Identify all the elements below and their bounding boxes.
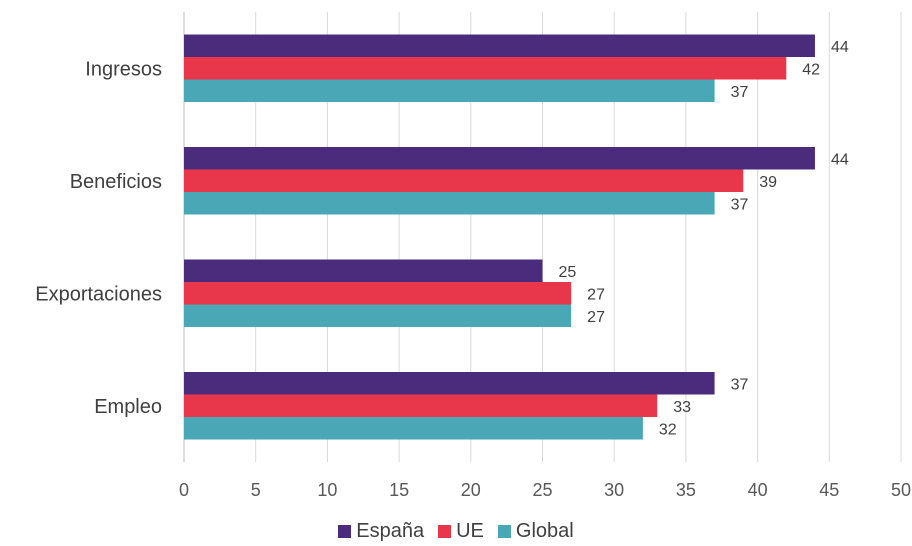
legend-swatch-ue — [438, 525, 452, 538]
data-label-empleo-espana: 37 — [731, 376, 749, 393]
bar-empleo-global — [184, 417, 643, 440]
x-tick-label-50: 50 — [891, 480, 911, 500]
legend-item-espana: España — [338, 520, 424, 543]
x-tick-label-20: 20 — [461, 480, 481, 500]
bar-exportaciones-espana — [184, 259, 543, 282]
legend-label-espana: España — [356, 520, 425, 542]
bar-ingresos-espana — [184, 34, 815, 57]
x-tick-label-25: 25 — [532, 480, 552, 500]
x-tick-label-5: 5 — [251, 480, 261, 500]
bar-empleo-espana — [184, 372, 715, 395]
data-label-empleo-ue: 33 — [673, 399, 691, 416]
legend: España UE Global — [0, 520, 912, 543]
legend-label-global: Global — [515, 520, 574, 542]
data-label-beneficios-espana: 44 — [831, 151, 849, 168]
bar-ingresos-global — [184, 79, 715, 102]
category-label-beneficios: Beneficios — [70, 171, 162, 193]
data-label-empleo-global: 32 — [659, 421, 677, 438]
x-tick-label-10: 10 — [317, 480, 337, 500]
x-tick-label-30: 30 — [604, 480, 624, 500]
data-label-ingresos-espana: 44 — [831, 39, 849, 56]
data-label-beneficios-global: 37 — [731, 196, 749, 213]
bar-beneficios-ue — [184, 169, 744, 192]
bar-beneficios-espana — [184, 147, 815, 170]
x-tick-label-15: 15 — [389, 480, 409, 500]
category-label-exportaciones: Exportaciones — [35, 283, 162, 305]
legend-item-ue: UE — [438, 520, 484, 543]
bar-ingresos-ue — [184, 57, 787, 80]
bar-empleo-ue — [184, 394, 658, 417]
data-label-beneficios-ue: 39 — [759, 174, 777, 191]
bar-beneficios-global — [184, 192, 715, 215]
category-label-empleo: Empleo — [94, 396, 162, 418]
x-tick-label-0: 0 — [179, 480, 189, 500]
x-tick-label-40: 40 — [748, 480, 768, 500]
data-label-exportaciones-espana: 25 — [559, 264, 577, 281]
x-tick-label-45: 45 — [819, 480, 839, 500]
legend-swatch-espana — [338, 525, 352, 538]
category-label-ingresos: Ingresos — [85, 58, 162, 80]
legend-swatch-global — [497, 525, 511, 538]
data-label-exportaciones-ue: 27 — [587, 286, 605, 303]
data-label-ingresos-ue: 42 — [802, 61, 820, 78]
bar-exportaciones-ue — [184, 282, 572, 305]
bar-exportaciones-global — [184, 304, 572, 327]
data-label-ingresos-global: 37 — [731, 84, 749, 101]
data-label-exportaciones-global: 27 — [587, 309, 605, 326]
x-tick-label-35: 35 — [676, 480, 696, 500]
legend-item-global: Global — [497, 520, 574, 543]
legend-label-ue: UE — [456, 520, 484, 542]
